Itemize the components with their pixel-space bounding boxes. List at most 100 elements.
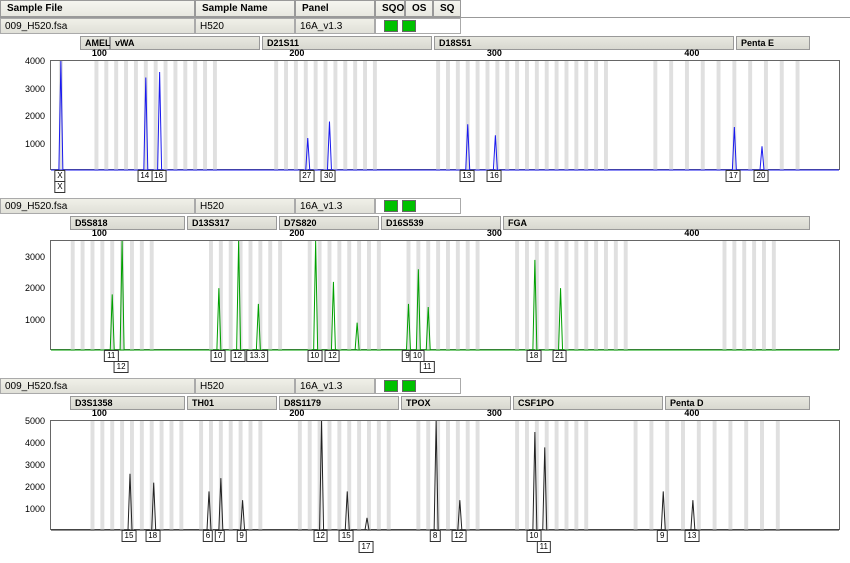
chart-area[interactable]: 1000200030004000	[50, 60, 840, 170]
allele-bin	[466, 421, 470, 531]
allele-bin	[665, 421, 669, 531]
locus-labels-row: AMELvWAD21S11D18S51Penta E	[0, 34, 850, 48]
x-tick-label: 400	[684, 228, 699, 238]
allele-call[interactable]: 27	[299, 170, 314, 182]
allele-call[interactable]: 12	[325, 350, 340, 362]
column-header[interactable]: SQ	[433, 0, 461, 17]
allele-bin	[294, 61, 298, 171]
allele-call[interactable]: 18	[526, 350, 541, 362]
x-tick-label: 300	[487, 228, 502, 238]
allele-bin	[268, 241, 272, 351]
chart-svg	[51, 241, 839, 351]
allele-call[interactable]: 21	[552, 350, 567, 362]
y-tick-label: 3000	[25, 252, 45, 262]
allele-calls-row: 1112101213.31012910111821	[50, 350, 840, 374]
column-header[interactable]: Sample Name	[195, 0, 295, 17]
allele-call[interactable]: 16	[487, 170, 502, 182]
column-header[interactable]: Panel	[295, 0, 375, 17]
allele-call[interactable]: 18	[145, 530, 160, 542]
allele-bin	[213, 61, 217, 171]
electropherogram-panel: 009_H520.fsaH52016A_v1.3AMELvWAD21S11D18…	[0, 18, 850, 194]
allele-bin	[229, 241, 233, 351]
allele-call[interactable]: 10	[307, 350, 322, 362]
allele-bin	[505, 61, 509, 171]
allele-call[interactable]: X	[54, 181, 65, 193]
y-tick-label: 5000	[25, 416, 45, 426]
column-header[interactable]: Sample File	[0, 0, 195, 17]
electropherogram-panel: 009_H520.fsaH52016A_v1.3D5S818D13S317D7S…	[0, 198, 850, 374]
allele-call[interactable]: 12	[313, 530, 328, 542]
allele-bin	[486, 61, 490, 171]
x-tick-label: 300	[487, 408, 502, 418]
allele-bin	[124, 61, 128, 171]
locus-labels-row: D3S1358TH01D8S1179TPOXCSF1POPenta D	[0, 394, 850, 408]
allele-bin	[179, 421, 183, 531]
column-header[interactable]: OS	[405, 0, 433, 17]
allele-call[interactable]: 9	[657, 530, 667, 542]
allele-call[interactable]: 13	[684, 530, 699, 542]
allele-bin	[614, 241, 618, 351]
allele-bin	[685, 61, 689, 171]
locus-labels-row: D5S818D13S317D7S820D16S539FGA	[0, 214, 850, 228]
allele-call[interactable]: 17	[359, 541, 374, 553]
allele-call[interactable]: 16	[151, 170, 166, 182]
allele-call[interactable]: 15	[339, 530, 354, 542]
allele-bin	[377, 241, 381, 351]
allele-bin	[723, 241, 727, 351]
allele-call[interactable]: 15	[122, 530, 137, 542]
x-tick-label: 100	[92, 48, 107, 58]
allele-bin	[298, 421, 302, 531]
allele-bin	[604, 61, 608, 171]
allele-bin	[347, 421, 351, 531]
allele-bin	[732, 241, 736, 351]
x-tick-label: 100	[92, 408, 107, 418]
allele-bin	[436, 61, 440, 171]
allele-call[interactable]: 13.3	[247, 350, 269, 362]
allele-bin	[373, 61, 377, 171]
allele-calls-row: XX1416273013161720	[50, 170, 840, 194]
chart-area[interactable]: 10002000300040005000	[50, 420, 840, 530]
allele-call[interactable]: 12	[230, 350, 245, 362]
allele-call[interactable]: 11	[420, 361, 434, 373]
allele-call[interactable]: 11	[537, 541, 551, 553]
allele-bin	[377, 421, 381, 531]
allele-call[interactable]: 6	[203, 530, 213, 542]
allele-bin	[347, 241, 351, 351]
allele-call[interactable]: 7	[215, 530, 225, 542]
allele-bin	[337, 241, 341, 351]
panels-container: 009_H520.fsaH52016A_v1.3AMELvWAD21S11D18…	[0, 18, 850, 554]
allele-bin	[324, 61, 328, 171]
allele-call[interactable]: 12	[451, 530, 466, 542]
y-tick-label: 3000	[25, 460, 45, 470]
y-tick-label: 3000	[25, 84, 45, 94]
allele-bin	[343, 61, 347, 171]
os-indicator	[402, 200, 416, 212]
column-header-row: Sample FileSample NamePanelSQOOSSQ	[0, 0, 850, 18]
allele-call[interactable]: 9	[236, 530, 246, 542]
allele-call[interactable]: 8	[430, 530, 440, 542]
allele-bin	[258, 421, 262, 531]
allele-call[interactable]: 17	[726, 170, 741, 182]
allele-bin	[209, 241, 213, 351]
allele-bin	[515, 241, 519, 351]
allele-bin	[717, 61, 721, 171]
os-indicator	[402, 380, 416, 392]
allele-bin	[203, 61, 207, 171]
chart-area[interactable]: 100020003000	[50, 240, 840, 350]
allele-call[interactable]: 12	[114, 361, 129, 373]
allele-bin	[114, 61, 118, 171]
allele-bin	[525, 241, 529, 351]
allele-bin	[764, 61, 768, 171]
quality-indicators	[375, 18, 461, 34]
allele-bin	[337, 421, 341, 531]
allele-call[interactable]: 10	[210, 350, 225, 362]
allele-bin	[594, 241, 598, 351]
allele-call[interactable]: 14	[137, 170, 152, 182]
allele-call[interactable]: 20	[754, 170, 769, 182]
allele-bin	[173, 61, 177, 171]
allele-call[interactable]: 30	[321, 170, 336, 182]
allele-bin	[100, 421, 104, 531]
column-header[interactable]: SQO	[375, 0, 405, 17]
panel-name-cell: 16A_v1.3	[295, 378, 375, 394]
allele-call[interactable]: 13	[459, 170, 474, 182]
